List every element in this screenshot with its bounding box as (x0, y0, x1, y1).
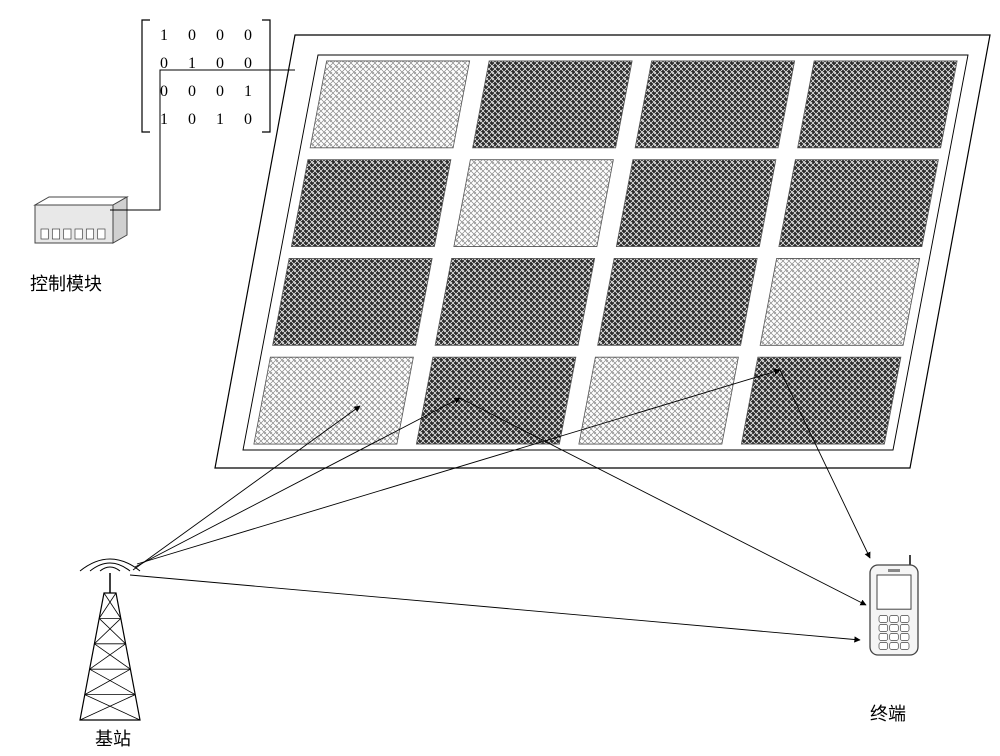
keypad-key (879, 616, 888, 623)
panel-tile (416, 357, 576, 444)
keypad-key (900, 634, 909, 641)
panel-tile (254, 357, 414, 444)
matrix-cell: 0 (160, 83, 168, 100)
matrix-cell: 0 (188, 111, 196, 128)
matrix-cell: 0 (188, 83, 196, 100)
keypad-key (890, 634, 899, 641)
panel-tile (598, 258, 758, 345)
keypad-key (890, 625, 899, 632)
port (98, 229, 105, 239)
label-base-station: 基站 (95, 725, 131, 751)
keypad-key (879, 625, 888, 632)
terminal-icon (870, 555, 918, 655)
port (52, 229, 59, 239)
base-station-icon (80, 559, 140, 720)
panel-tile (616, 160, 776, 247)
panel-tile (454, 160, 614, 247)
panel-tile (741, 357, 901, 444)
matrix-cell: 1 (160, 111, 168, 128)
keypad-key (900, 625, 909, 632)
matrix-cell: 0 (216, 27, 224, 44)
panel-tile (291, 160, 451, 247)
keypad-key (900, 616, 909, 623)
control-module (35, 197, 127, 243)
matrix-cell: 0 (244, 27, 252, 44)
matrix-cell: 0 (216, 83, 224, 100)
port (75, 229, 82, 239)
port (86, 229, 93, 239)
matrix-cell: 0 (188, 27, 196, 44)
matrix-cell: 1 (160, 27, 168, 44)
panel-tile (273, 258, 433, 345)
port (41, 229, 48, 239)
keypad-key (900, 643, 909, 650)
signal-ray (130, 575, 860, 640)
diagram-canvas: 1000010000011010 (0, 0, 1000, 756)
control-matrix: 1000010000011010 (142, 20, 270, 132)
panel-tile (779, 160, 939, 247)
panel-tile (798, 61, 958, 148)
keypad-key (890, 643, 899, 650)
panel-tile (579, 357, 739, 444)
panel-tile (473, 61, 633, 148)
keypad-key (890, 616, 899, 623)
panel-tile (310, 61, 470, 148)
panel-tile (435, 258, 595, 345)
label-terminal: 终端 (870, 700, 906, 726)
panel-tile (635, 61, 795, 148)
label-control-module: 控制模块 (30, 270, 102, 296)
keypad-key (879, 634, 888, 641)
matrix-cell: 1 (244, 83, 252, 100)
port (64, 229, 71, 239)
keypad-key (879, 643, 888, 650)
matrix-cell: 0 (244, 111, 252, 128)
matrix-cell: 1 (216, 111, 224, 128)
panel-tile (760, 258, 920, 345)
reflective-panel (215, 35, 990, 468)
